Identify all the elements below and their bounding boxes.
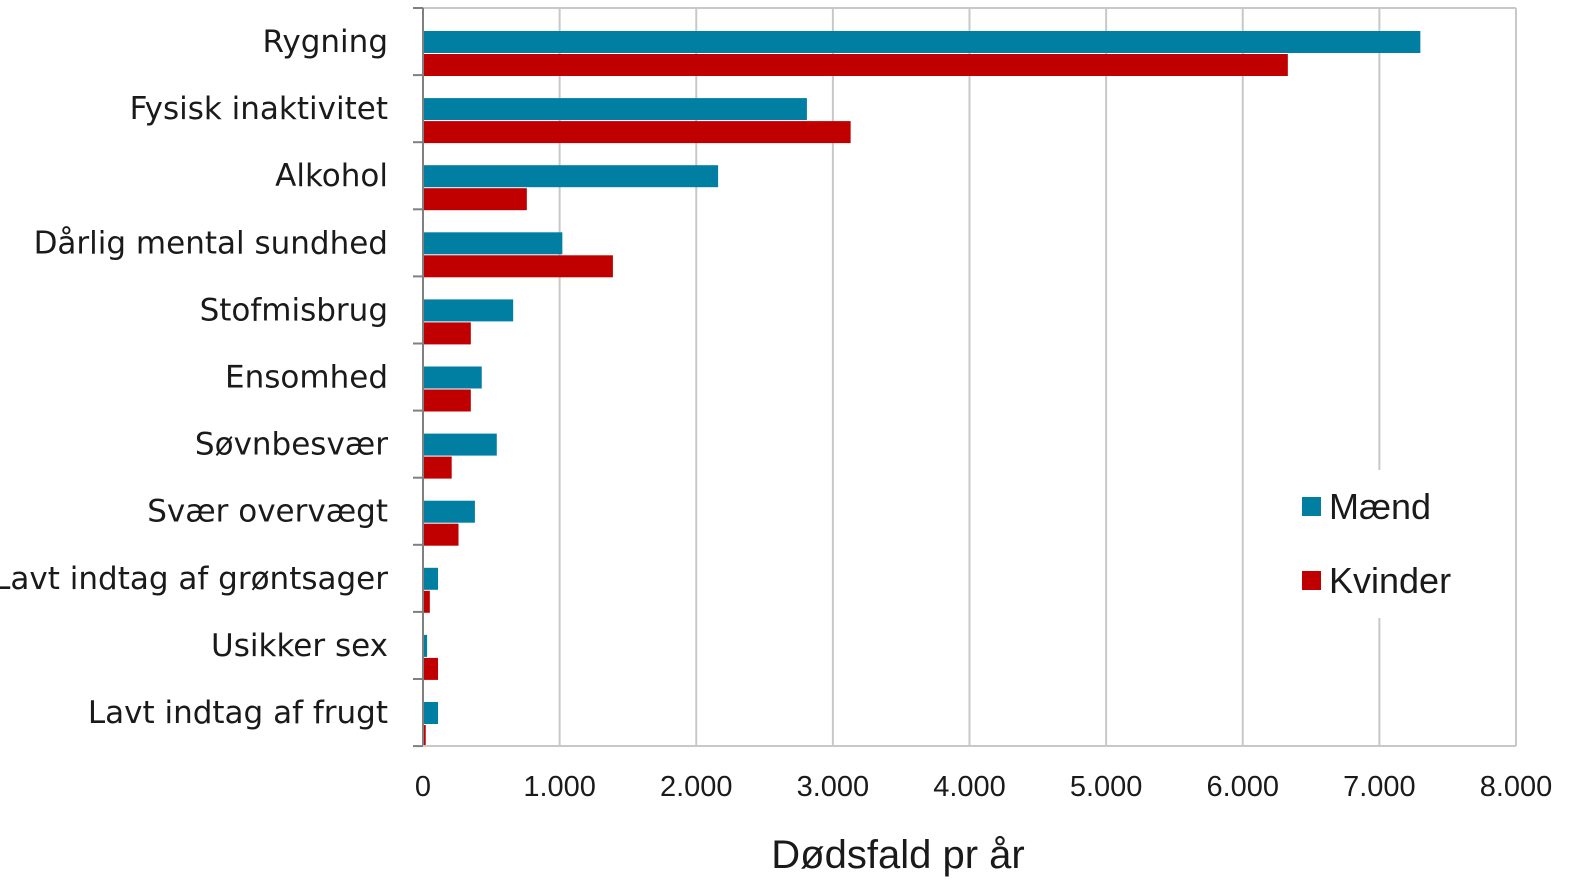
bar-maend-10 (423, 702, 439, 724)
category-label-2: Alkohol (275, 158, 388, 194)
x-tick-label-3: 3.000 (797, 771, 870, 803)
bar-kvinder-7 (423, 523, 459, 546)
category-label-10: Lavt indtag af frugt (88, 695, 388, 731)
bar-maend-8 (423, 567, 439, 590)
category-label-3: Dårlig mental sundhed (34, 225, 388, 261)
legend-box (1292, 470, 1480, 618)
x-tick-label-7: 7.000 (1343, 771, 1416, 803)
legend-label-maend: Mænd (1329, 486, 1431, 527)
category-label-7: Svær overvægt (147, 494, 388, 530)
bar-maend-4 (423, 299, 514, 322)
category-label-5: Ensomhed (225, 360, 388, 396)
bar-kvinder-8 (423, 590, 430, 613)
x-tick-label-4: 4.000 (933, 771, 1006, 803)
category-label-4: Stofmisbrug (200, 292, 388, 328)
bar-kvinder-10 (423, 725, 426, 747)
category-label-1: Fysisk inaktivitet (130, 91, 388, 127)
legend-label-kvinder: Kvinder (1329, 560, 1451, 601)
axes (413, 7, 1516, 748)
bar-kvinder-2 (423, 188, 527, 211)
x-tick-label-5: 5.000 (1070, 771, 1143, 803)
bar-maend-7 (423, 500, 475, 523)
x-tick-labels: 0 1.000 2.000 3.000 4.000 5.000 6.000 7.000 8.00… (415, 771, 1552, 803)
category-label-0: Rygning (263, 24, 388, 60)
bar-maend-2 (423, 165, 719, 188)
x-tick-label-0: 0 (415, 771, 431, 803)
bar-kvinder-5 (423, 389, 471, 412)
legend: Mænd Kvinder (1292, 470, 1480, 618)
bar-kvinder-4 (423, 322, 471, 345)
category-label-6: Søvnbesvær (195, 427, 388, 463)
bar-maend-9 (423, 634, 428, 657)
x-tick-label-1: 1.000 (523, 771, 596, 803)
bar-kvinder-3 (423, 255, 613, 278)
category-labels: Rygning Fysisk inaktivitet Alkohol Dårlig m… (0, 24, 388, 731)
bars (423, 31, 1421, 747)
bar-kvinder-9 (423, 657, 439, 680)
x-tick-label-2: 2.000 (660, 771, 733, 803)
legend-swatch-kvinder (1302, 571, 1321, 590)
bar-maend-3 (423, 232, 563, 255)
bar-kvinder-0 (423, 54, 1288, 76)
bar-maend-1 (423, 98, 807, 121)
legend-swatch-maend (1302, 497, 1321, 516)
x-tick-label-8: 8.000 (1480, 771, 1553, 803)
x-tick-label-6: 6.000 (1206, 771, 1279, 803)
bar-kvinder-1 (423, 121, 851, 144)
x-axis-title: Dødsfald pr år (771, 833, 1024, 877)
bar-kvinder-6 (423, 456, 452, 479)
bar-maend-6 (423, 433, 497, 456)
bar-maend-5 (423, 366, 482, 389)
category-label-9: Usikker sex (211, 628, 388, 664)
category-label-8: Lavt indtag af grøntsager (0, 561, 388, 597)
bar-maend-0 (423, 31, 1421, 53)
